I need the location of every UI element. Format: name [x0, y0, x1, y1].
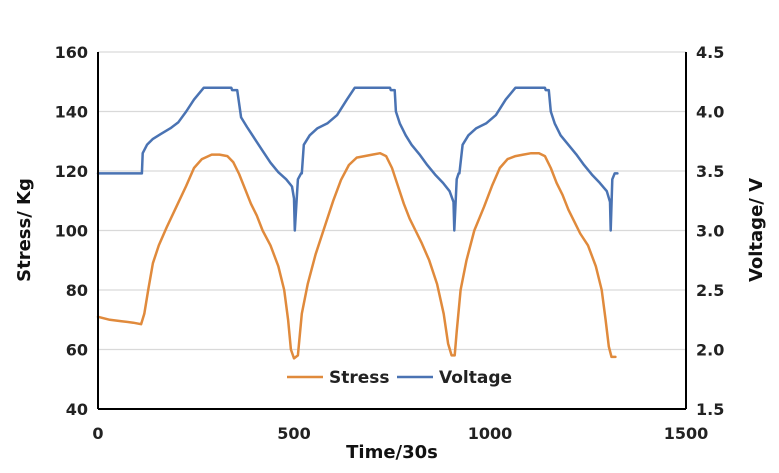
- grid-lines: [98, 51, 686, 351]
- x-axis-title: Time/30s: [346, 442, 438, 463]
- series-line-stress: [96, 151, 617, 360]
- left-y-tick-label: 40: [66, 400, 88, 419]
- x-tick-label: 1000: [468, 424, 513, 443]
- right-y-tick-label: 3.5: [696, 162, 724, 181]
- axes: [97, 52, 687, 410]
- legend-label-stress: Stress: [329, 368, 390, 388]
- right-y-axis-title: Voltage/ V: [746, 178, 767, 282]
- left-y-tick-label: 60: [66, 341, 88, 360]
- x-tick-label: 500: [277, 424, 310, 443]
- legend: Stress Voltage: [287, 368, 512, 388]
- legend-label-voltage: Voltage: [439, 368, 512, 388]
- left-y-tick-label: 140: [55, 103, 88, 122]
- left-y-tick-label: 120: [55, 162, 88, 181]
- left-y-tick-label: 80: [66, 281, 88, 300]
- tick-labels: 40 60 80 100 120 140 160 1.5 2.0 2.5 3.0 3.5 4.0 4.5 0…: [55, 43, 725, 443]
- right-y-tick-label: 2.5: [696, 281, 724, 300]
- right-y-tick-label: 2.0: [696, 341, 724, 360]
- left-y-tick-label: 100: [55, 222, 88, 241]
- right-y-tick-label: 4.0: [696, 103, 724, 122]
- left-y-tick-label: 160: [55, 43, 88, 62]
- x-tick-label: 0: [92, 424, 103, 443]
- right-y-tick-label: 3.0: [696, 222, 724, 241]
- series-line-voltage: [96, 86, 619, 232]
- right-y-tick-label: 1.5: [696, 400, 724, 419]
- series-lines: [96, 86, 619, 360]
- left-y-axis-title: Stress/ Kg: [14, 178, 35, 282]
- right-y-tick-label: 4.5: [696, 43, 724, 62]
- x-tick-label: 1500: [664, 424, 709, 443]
